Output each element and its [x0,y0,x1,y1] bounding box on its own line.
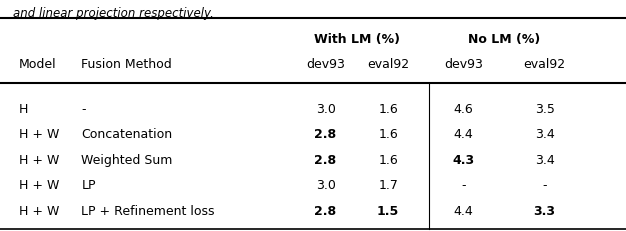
Text: LP: LP [81,178,96,191]
Text: 1.6: 1.6 [378,102,398,115]
Text: 3.4: 3.4 [535,128,555,140]
Text: eval92: eval92 [523,58,566,71]
Text: -: - [461,178,466,191]
Text: 3.3: 3.3 [533,204,556,217]
Text: H + W: H + W [19,153,59,166]
Text: Concatenation: Concatenation [81,128,173,140]
Text: dev93: dev93 [444,58,483,71]
Text: 3.0: 3.0 [316,102,336,115]
Text: With LM (%): With LM (%) [314,33,400,46]
Text: 3.5: 3.5 [535,102,555,115]
Text: Weighted Sum: Weighted Sum [81,153,173,166]
Text: eval92: eval92 [367,58,409,71]
Text: 1.5: 1.5 [377,204,399,217]
Text: Model: Model [19,58,56,71]
Text: Fusion Method: Fusion Method [81,58,172,71]
Text: H + W: H + W [19,204,59,217]
Text: 4.6: 4.6 [453,102,473,115]
Text: 3.0: 3.0 [316,178,336,191]
Text: H + W: H + W [19,178,59,191]
Text: -: - [542,178,547,191]
Text: 2.8: 2.8 [314,128,337,140]
Text: 1.6: 1.6 [378,128,398,140]
Text: 1.7: 1.7 [378,178,398,191]
Text: H: H [19,102,28,115]
Text: 2.8: 2.8 [314,204,337,217]
Text: No LM (%): No LM (%) [468,33,540,46]
Text: dev93: dev93 [306,58,345,71]
Text: 1.6: 1.6 [378,153,398,166]
Text: 3.4: 3.4 [535,153,555,166]
Text: 2.8: 2.8 [314,153,337,166]
Text: LP + Refinement loss: LP + Refinement loss [81,204,215,217]
Text: -: - [81,102,86,115]
Text: 4.3: 4.3 [452,153,475,166]
Text: 4.4: 4.4 [453,128,473,140]
Text: H + W: H + W [19,128,59,140]
Text: and linear projection respectively.: and linear projection respectively. [13,7,213,20]
Text: 4.4: 4.4 [453,204,473,217]
